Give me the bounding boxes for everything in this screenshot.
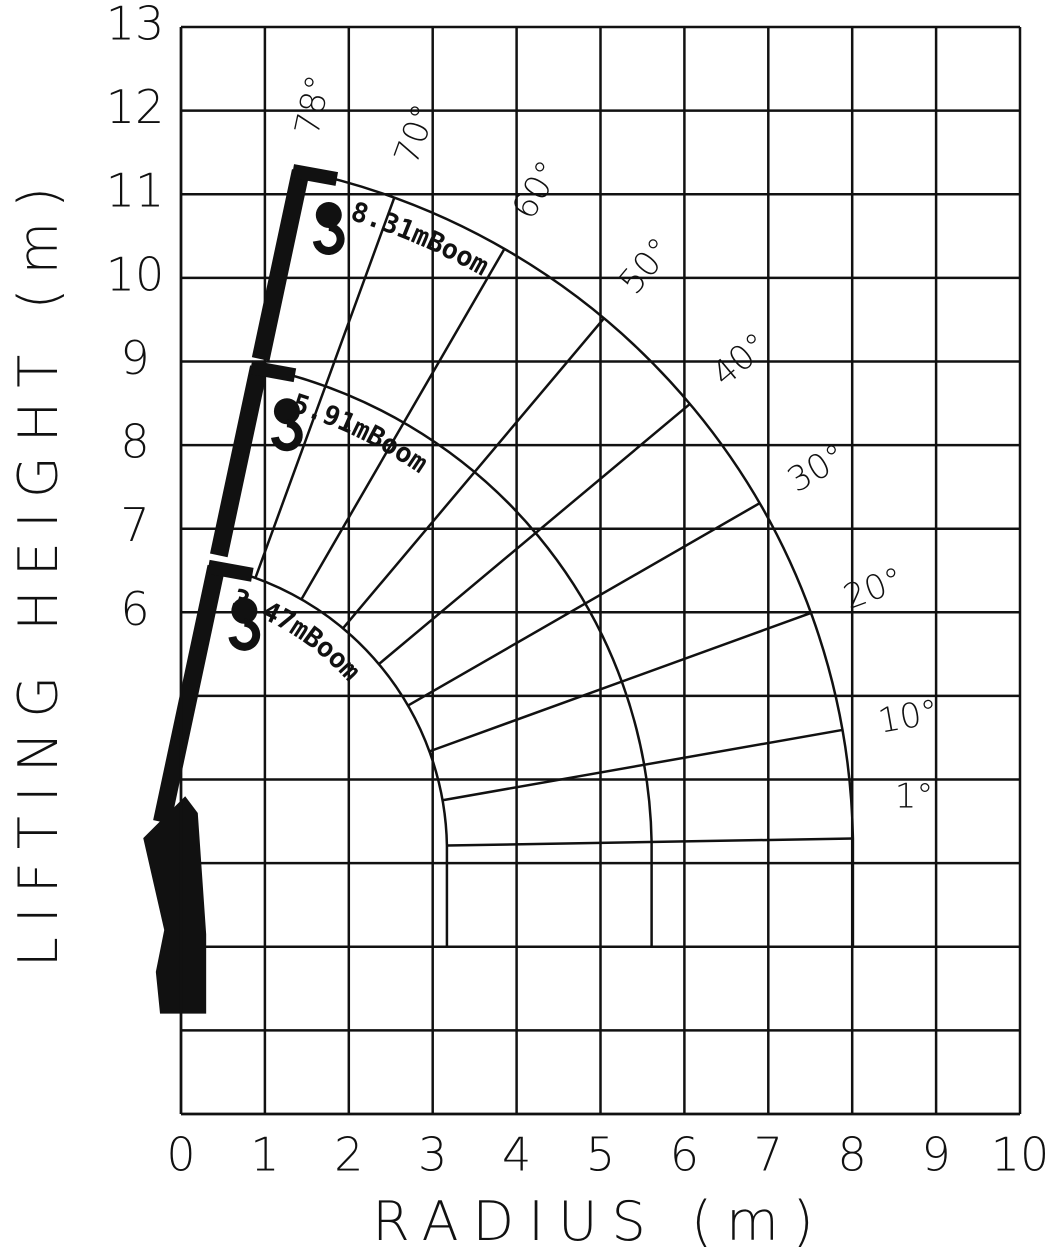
- y-tick-label: 13: [106, 0, 165, 51]
- angle-line: [428, 611, 812, 753]
- angle-label: 50°: [611, 230, 680, 302]
- hook: [312, 222, 345, 255]
- y-tick-label: 6: [120, 582, 149, 636]
- crane-base: [143, 796, 207, 1014]
- hook-block: [315, 201, 342, 228]
- angle-line: [442, 728, 843, 802]
- x-tick-label: 5: [586, 1128, 615, 1182]
- boom-head: [207, 559, 254, 582]
- y-tick-label: 8: [120, 415, 149, 469]
- hook: [270, 419, 303, 452]
- angle-line: [300, 248, 506, 600]
- angle-line: [407, 502, 761, 707]
- x-tick-label: 2: [334, 1128, 363, 1182]
- boom-head: [291, 164, 339, 186]
- boom-arc: [258, 366, 653, 947]
- x-tick-label: 8: [838, 1128, 867, 1182]
- angle-label: 1°: [895, 776, 934, 816]
- angle-line: [254, 197, 396, 579]
- boom-head: [249, 360, 297, 383]
- x-tick-label: 9: [921, 1128, 950, 1182]
- boom-arc: [300, 169, 855, 947]
- x-tick-label: 3: [418, 1128, 447, 1182]
- angle-line: [378, 403, 691, 666]
- angle-line: [446, 837, 853, 847]
- hook-block: [273, 398, 300, 425]
- hook-block: [231, 597, 258, 624]
- x-tick-label: 10: [991, 1128, 1050, 1182]
- y-tick-label: 12: [106, 80, 165, 134]
- y-axis-title: LIFTING HEIGHT (m): [7, 173, 70, 967]
- boom-body: [251, 169, 310, 361]
- x-tick-label: 1: [250, 1128, 279, 1182]
- angle-line: [342, 317, 605, 630]
- y-tick-label: 7: [120, 498, 149, 552]
- boom-body: [210, 365, 268, 558]
- boom-arc: [216, 565, 449, 947]
- x-tick-label: 7: [754, 1128, 783, 1182]
- x-tick-label: 6: [670, 1128, 699, 1182]
- angle-label: 60°: [504, 154, 569, 226]
- x-tick-label: 4: [502, 1128, 531, 1182]
- hook: [228, 618, 261, 651]
- y-tick-label: 11: [106, 164, 165, 218]
- boom-body: [153, 564, 226, 824]
- angle-label: 10°: [875, 692, 941, 742]
- x-axis-title: RADIUS (m): [372, 1190, 827, 1253]
- x-tick-label: 0: [166, 1128, 195, 1182]
- angle-label: 20°: [838, 560, 908, 618]
- angle-label: 78°: [287, 72, 339, 139]
- y-tick-label: 9: [120, 331, 149, 385]
- angle-label: 40°: [704, 325, 776, 394]
- y-tick-label: 10: [106, 247, 165, 301]
